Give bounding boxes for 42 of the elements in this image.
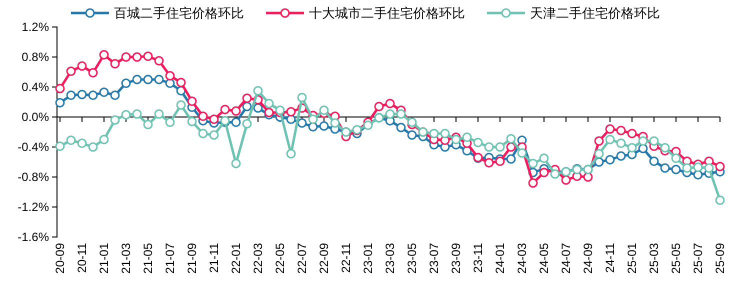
y-tick-label: 0.4%	[22, 80, 50, 94]
y-tick-label: -0.8%	[18, 170, 50, 184]
x-tick-label: 21-11	[207, 242, 222, 273]
x-tick-label: 20-11	[75, 242, 90, 273]
x-tick-label: 23-07	[427, 242, 442, 274]
x-tick-label: 22-07	[295, 242, 310, 274]
y-tick-label: -1.6%	[18, 230, 50, 244]
x-tick-label: 24-07	[559, 242, 574, 274]
x-tick-label: 21-01	[97, 242, 112, 274]
x-tick-label: 23-11	[471, 242, 486, 273]
y-tick-label: 1.2%	[22, 20, 50, 34]
x-tick-label: 24-03	[515, 242, 530, 274]
y-tick-label: -0.4%	[18, 140, 50, 154]
legend-label: 十大城市二手住宅价格环比	[309, 6, 465, 21]
x-tick-label: 25-01	[625, 242, 640, 274]
x-tick-label: 22-05	[273, 242, 288, 274]
x-tick-label: 24-05	[537, 242, 552, 274]
legend-label: 天津二手住宅价格环比	[530, 6, 660, 21]
y-tick-label: -1.2%	[18, 200, 50, 214]
x-tick-label: 21-07	[163, 242, 178, 274]
x-tick-label: 25-09	[713, 242, 728, 274]
y-tick-label: 0.0%	[22, 110, 50, 124]
x-tick-label: 22-11	[339, 242, 354, 273]
y-tick-label: 0.8%	[22, 50, 50, 64]
x-tick-label: 25-07	[691, 242, 706, 274]
x-tick-label: 21-03	[119, 242, 134, 274]
x-tick-label: 24-01	[493, 242, 508, 274]
x-tick-label: 22-03	[251, 242, 266, 274]
x-tick-label: 20-09	[53, 242, 68, 274]
x-tick-label: 24-11	[603, 242, 618, 273]
x-tick-label: 21-09	[185, 242, 200, 274]
x-tick-label: 23-03	[383, 242, 398, 274]
legend-label: 百城二手住宅价格环比	[114, 6, 244, 21]
x-tick-label: 23-01	[361, 242, 376, 274]
x-tick-label: 22-09	[317, 242, 332, 274]
x-tick-label: 23-09	[449, 242, 464, 274]
x-tick-label: 25-05	[669, 242, 684, 274]
x-tick-label: 25-03	[647, 242, 662, 274]
x-tick-label: 24-09	[581, 242, 596, 274]
x-tick-label: 22-01	[229, 242, 244, 274]
x-tick-label: 23-05	[405, 242, 420, 274]
x-tick-label: 21-05	[141, 242, 156, 274]
